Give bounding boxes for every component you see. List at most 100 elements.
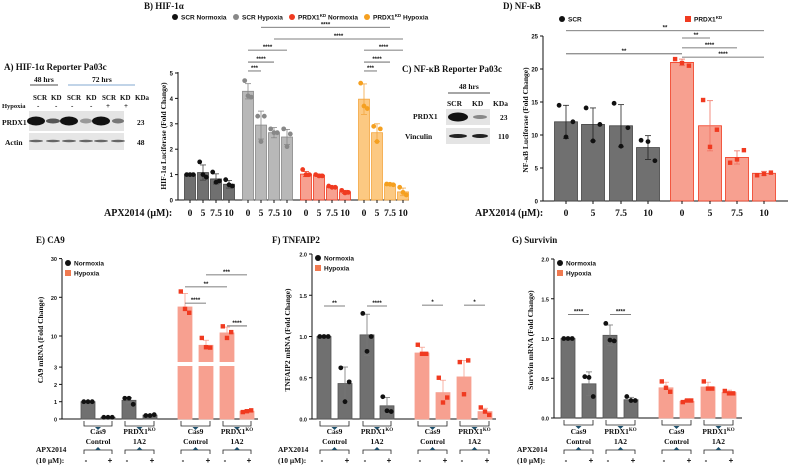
data-point <box>652 158 658 164</box>
data-point <box>586 375 592 380</box>
bar <box>198 344 214 420</box>
data-point <box>105 414 111 420</box>
data-point <box>245 93 251 99</box>
chart-title: B) HIF-1α <box>144 1 184 11</box>
data-point <box>203 174 209 180</box>
data-point <box>384 408 390 414</box>
hypoxia-sign: - <box>90 102 93 110</box>
treatment-bracket <box>319 449 350 454</box>
treatment-minus: - <box>461 456 464 465</box>
treatment-plus: + <box>589 456 594 465</box>
data-point <box>374 139 380 144</box>
treatment-label: (10 μM): <box>278 456 306 465</box>
lane-label: KD <box>472 99 484 108</box>
triangle-icon <box>95 427 101 430</box>
group-bracket <box>222 421 252 427</box>
kda-110: 110 <box>498 132 509 141</box>
row-label-vinculin: Vinculin <box>405 132 433 141</box>
data-point <box>126 395 132 401</box>
legend-label: Hypoxia <box>74 271 100 278</box>
legend-superscript: KD <box>395 13 402 18</box>
data-point <box>597 122 603 127</box>
data-point <box>731 391 736 396</box>
treatment-minus: - <box>321 456 324 465</box>
significance-label: **** <box>321 22 331 28</box>
treatment-bracket <box>605 449 636 454</box>
y-tick-label: 0 <box>170 199 174 205</box>
x-tick-label: 0 <box>246 209 251 219</box>
data-point <box>190 172 196 178</box>
data-point <box>590 394 596 399</box>
x-tick-label: 10 <box>759 209 769 219</box>
data-point <box>419 351 425 357</box>
treatment-label: APX2014 <box>36 445 67 454</box>
data-point <box>224 335 230 341</box>
band <box>94 139 108 143</box>
band <box>79 139 93 143</box>
data-point <box>338 365 344 371</box>
data-point <box>415 342 420 347</box>
data-point <box>645 139 651 145</box>
data-point <box>208 345 213 350</box>
data-point <box>461 392 467 397</box>
group-label: PRDX1KO <box>604 427 636 436</box>
data-point <box>380 394 386 400</box>
group-label-superscript: KO <box>629 428 637 433</box>
y-tick-label: 0 <box>54 418 57 424</box>
kda-label: KDa <box>493 99 508 108</box>
blot-vinculin <box>446 128 490 144</box>
legend-label: Normoxia <box>324 256 354 263</box>
x-axis-label: APX2014 (μM): <box>104 208 172 219</box>
data-point <box>603 320 609 326</box>
data-point <box>220 324 225 329</box>
treatment-label: APX2014 <box>278 445 309 454</box>
group-label: 1A2 <box>371 437 384 446</box>
panel-a-title: A) HIF-1α Reporter Pa03c <box>4 62 107 72</box>
group-bracket <box>661 420 692 426</box>
data-point <box>317 334 323 339</box>
data-point <box>371 123 377 129</box>
data-point <box>680 399 685 405</box>
data-point <box>200 172 206 178</box>
treatment-plus: + <box>631 456 636 465</box>
significance-label: **** <box>574 310 584 316</box>
data-point <box>632 398 638 403</box>
x-tick-label: 0 <box>680 209 685 219</box>
treatment-bracket <box>417 449 448 454</box>
lane-label: SCR <box>33 94 48 102</box>
data-point <box>684 398 690 403</box>
band <box>46 139 60 143</box>
data-point <box>561 336 567 341</box>
data-point <box>397 184 403 190</box>
panel-c-title: C) NF-κB Reporter Pa03c <box>402 64 502 74</box>
data-point <box>689 398 694 403</box>
data-point <box>329 184 335 190</box>
data-point <box>81 399 87 405</box>
y-tick-label: 20 <box>51 296 57 302</box>
legend-superscript: KD <box>320 13 327 18</box>
x-tick-label: 7.5 <box>615 209 627 219</box>
treatment-minus: - <box>419 456 422 465</box>
data-point <box>440 400 446 405</box>
legend-superscript: KD <box>716 15 723 20</box>
legend-label: SCR Hypoxia <box>242 15 283 22</box>
legend-marker <box>233 14 239 20</box>
band <box>27 116 45 126</box>
x-tick-label: 7.5 <box>268 209 280 219</box>
legend-marker <box>289 14 295 20</box>
data-point <box>726 391 732 396</box>
group-label-superscript: KO <box>483 428 491 433</box>
significance-label: ** <box>663 26 668 32</box>
y-tick-label: 15 <box>531 101 538 107</box>
data-point <box>101 414 107 420</box>
band <box>449 134 467 138</box>
data-point <box>387 181 393 187</box>
triangle-icon <box>234 427 240 430</box>
triangle-icon <box>715 426 722 429</box>
treatment-plus: + <box>345 456 350 465</box>
treatment-minus: - <box>607 456 610 465</box>
treatment-bracket <box>563 449 594 454</box>
data-point <box>482 409 488 414</box>
treatment-plus: + <box>387 456 392 465</box>
data-point <box>607 337 613 343</box>
